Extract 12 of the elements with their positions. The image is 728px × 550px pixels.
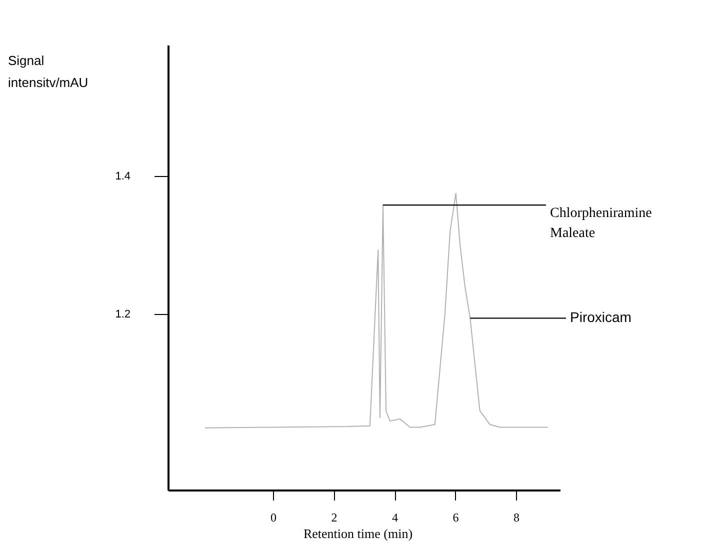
x-tick-label: 8 — [513, 510, 520, 524]
annotation: Piroxicam — [570, 309, 632, 326]
x-tick-label: 0 — [270, 510, 277, 524]
y-tick-label: 1.2 — [115, 308, 130, 321]
x-axis-title: Retention time (min) — [303, 526, 413, 541]
x-tick-label: 2 — [331, 510, 338, 524]
x-tick-label: 6 — [452, 510, 459, 524]
x-tick-label: 4 — [392, 510, 398, 524]
line-series — [204, 192, 548, 428]
y-axis-title: Signal intensitv/mAU — [8, 53, 88, 90]
annotation: Chlorpheniramine Maleate — [550, 206, 652, 242]
y-tick-label: 1.4 — [115, 170, 130, 183]
